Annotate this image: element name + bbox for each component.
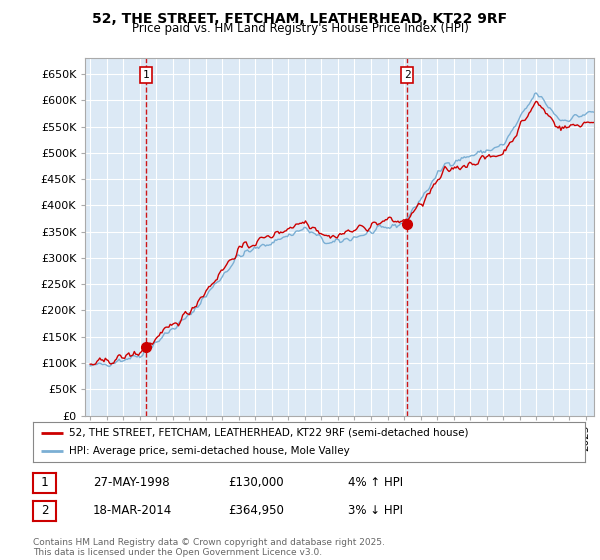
Text: Contains HM Land Registry data © Crown copyright and database right 2025.
This d: Contains HM Land Registry data © Crown c… bbox=[33, 538, 385, 557]
Text: 1: 1 bbox=[41, 477, 48, 489]
Text: HPI: Average price, semi-detached house, Mole Valley: HPI: Average price, semi-detached house,… bbox=[69, 446, 350, 456]
Text: Price paid vs. HM Land Registry's House Price Index (HPI): Price paid vs. HM Land Registry's House … bbox=[131, 22, 469, 35]
Text: 4% ↑ HPI: 4% ↑ HPI bbox=[348, 476, 403, 489]
Text: 3% ↓ HPI: 3% ↓ HPI bbox=[348, 504, 403, 517]
Text: 52, THE STREET, FETCHAM, LEATHERHEAD, KT22 9RF: 52, THE STREET, FETCHAM, LEATHERHEAD, KT… bbox=[92, 12, 508, 26]
Text: £130,000: £130,000 bbox=[228, 476, 284, 489]
Text: 2: 2 bbox=[404, 70, 411, 80]
Text: 2: 2 bbox=[41, 505, 48, 517]
Text: 52, THE STREET, FETCHAM, LEATHERHEAD, KT22 9RF (semi-detached house): 52, THE STREET, FETCHAM, LEATHERHEAD, KT… bbox=[69, 428, 469, 437]
Text: 1: 1 bbox=[143, 70, 149, 80]
Text: 27-MAY-1998: 27-MAY-1998 bbox=[93, 476, 170, 489]
Text: £364,950: £364,950 bbox=[228, 504, 284, 517]
Text: 18-MAR-2014: 18-MAR-2014 bbox=[93, 504, 172, 517]
